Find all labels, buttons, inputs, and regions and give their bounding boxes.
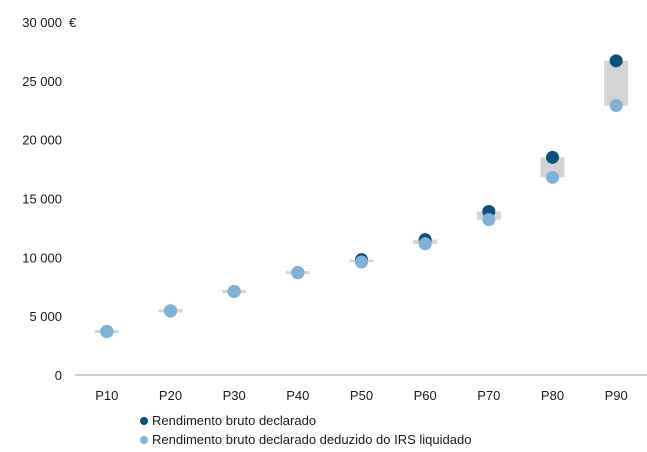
chart: 0 5 000 10 000 15 000 20 000 25 000 30 000 € P… [22,15,647,403]
x-tick-label: P80 [541,388,564,403]
point-series-1 [546,150,559,164]
x-tick-label: P20 [159,388,182,403]
point-series-2 [164,304,177,318]
x-tick-label: P10 [95,388,118,403]
point-series-2 [418,237,432,251]
x-tick-label: P60 [414,388,437,403]
legend-label-series-1: Rendimento bruto declarado [152,413,317,428]
legend-item-series-2: Rendimento bruto declarado deduzido do I… [140,430,471,449]
y-tick-label: 0 [55,368,62,383]
legend: Rendimento bruto declarado Rendimento br… [140,411,471,449]
point-series-2 [609,99,623,113]
y-unit-label: € [69,15,77,30]
y-tick-label: 5 000 [29,309,62,324]
legend-item-series-1: Rendimento bruto declarado [140,411,471,430]
point-series-2 [291,266,305,280]
x-tick-label: P50 [350,388,373,403]
point-series-1 [609,54,623,68]
x-axis-ticks: P10 P20 P30 P40 P50 P60 P70 P80 P90 [95,388,627,403]
point-series-2 [355,255,368,269]
y-axis-ticks: 0 5 000 10 000 15 000 20 000 25 000 30 000 [22,15,62,383]
point-series-2 [482,213,496,227]
x-tick-label: P40 [286,388,309,403]
y-tick-label: 10 000 [22,250,62,265]
legend-label-series-2: Rendimento bruto declarado deduzido do I… [152,432,472,447]
gap-band [540,157,565,178]
y-tick-label: 20 000 [22,133,62,148]
gap-bands [94,60,629,333]
point-series-2 [546,170,559,184]
legend-marker-series-1 [140,416,148,425]
y-tick-label: 30 000 [22,15,62,30]
legend-marker-series-2 [140,435,148,444]
x-tick-label: P90 [605,388,628,403]
x-tick-label: P70 [477,388,500,403]
gap-band [604,60,629,106]
point-series-2 [227,284,241,298]
y-tick-label: 15 000 [22,192,62,207]
point-series-2 [100,324,114,338]
data-points [100,54,623,338]
x-tick-label: P30 [223,388,246,403]
y-tick-label: 25 000 [22,74,62,89]
